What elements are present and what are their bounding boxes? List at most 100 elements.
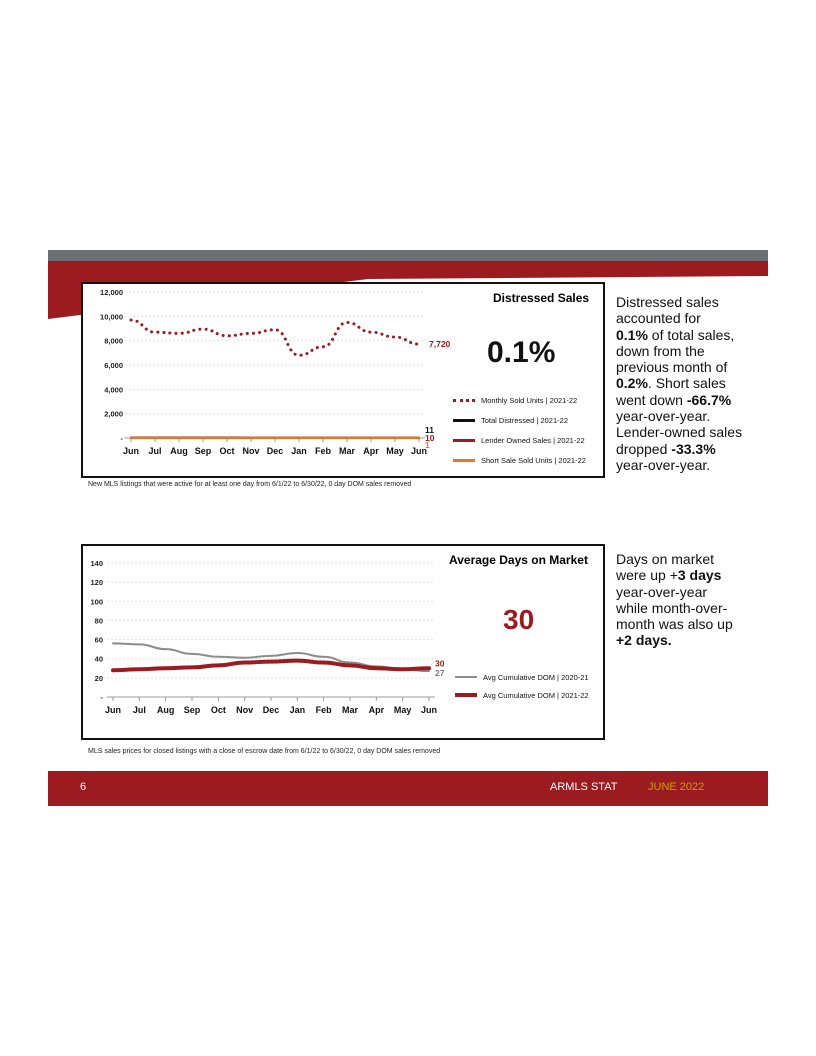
x-tick-label: Feb (315, 446, 332, 456)
data-label: 1 (425, 440, 430, 450)
x-tick-label: Jan (290, 705, 306, 715)
x-tick-label: Aug (170, 446, 188, 456)
summary-line: previous month of (616, 359, 728, 376)
headline-value: 0.1% (487, 336, 556, 369)
footer-date: JUNE 2022 (648, 781, 705, 793)
legend-item: Avg Cumulative DOM | 2021-22 (455, 685, 589, 705)
x-tick-label: Jun (411, 446, 427, 456)
x-tick-label: Dec (263, 705, 280, 715)
summary-line: month was also up (616, 616, 733, 633)
x-tick-label: Jun (123, 446, 139, 456)
data-label: 30 (435, 658, 445, 668)
legend-label: Monthly Sold Units | 2021-22 (481, 395, 578, 405)
legend-label: Short Sale Sold Units | 2021-22 (481, 455, 586, 465)
x-tick-label: Jun (105, 705, 121, 715)
y-tick-label: 10,000 (100, 312, 123, 321)
x-tick-label: Aug (157, 705, 175, 715)
distressed-source-note: New MLS listings that were active for at… (88, 481, 412, 488)
y-tick-label: 40 (95, 655, 103, 664)
y-tick-label: 60 (95, 636, 103, 645)
x-tick-label: Jun (421, 705, 437, 715)
summary-line: year-over-year (616, 583, 708, 600)
distressed-chart-panel: - 2,000 4,000 6,000 8,000 10,000 12,000 Jun Jul A… (81, 282, 605, 478)
x-tick-label: May (394, 705, 412, 715)
summary-text: of total sales, (647, 326, 735, 343)
x-tick-label: May (386, 446, 404, 456)
x-tick-label: Jan (291, 446, 307, 456)
summary-line: year-over-year. (616, 456, 711, 473)
dom-chart-panel: - 20 40 60 80 100 120 140 Jun Jul Aug Sep Oct Nov Dec J… (81, 544, 605, 740)
y-tick-label: 12,000 (100, 288, 123, 297)
y-tick-label: - (101, 693, 104, 702)
legend-label: Avg Cumulative DOM | 2021-22 (483, 690, 589, 700)
summary-line: +2 days. (616, 632, 756, 648)
y-tick-label: 8,000 (104, 337, 123, 346)
dom-source-note: MLS sales prices for closed listings wit… (88, 748, 441, 755)
y-tick-label: 2,000 (104, 410, 123, 419)
legend-item: Lender Owned Sales | 2021-22 (453, 430, 586, 450)
summary-bold: +2 days. (616, 632, 672, 649)
legend-item: Avg Cumulative DOM | 2020-21 (455, 667, 589, 687)
distressed-chart: - 2,000 4,000 6,000 8,000 10,000 12,000 Jun Jul A… (100, 288, 451, 456)
legend-item: Monthly Sold Units | 2021-22 (453, 390, 586, 410)
x-tick-label: Dec (267, 446, 284, 456)
data-label: 27 (435, 668, 445, 678)
chart-legend: Avg Cumulative DOM | 2020-21 Avg Cumulat… (455, 667, 589, 705)
summary-line: Distressed sales (616, 294, 719, 310)
y-tick-label: - (121, 434, 124, 443)
y-tick-label: 80 (95, 616, 103, 625)
chart-legend: Monthly Sold Units | 2021-22 Total Distr… (453, 390, 586, 470)
summary-bold: -66.7% (686, 391, 732, 408)
summary-text: . Short sales (647, 375, 726, 392)
y-tick-label: 100 (90, 597, 103, 606)
x-tick-label: Oct (211, 705, 226, 715)
y-tick-label: 20 (95, 674, 103, 683)
summary-line: while month-over- (616, 599, 728, 616)
header-red-band (48, 261, 768, 319)
summary-text: were up + (616, 567, 678, 584)
x-tick-label: Nov (236, 705, 253, 715)
summary-line: down from the (616, 342, 705, 359)
distressed-summary: Distressed sales accounted for 0.1% of t… (616, 294, 756, 473)
page-footer: 6 ARMLS STAT JUNE 2022 (48, 771, 768, 806)
data-label: 11 (425, 425, 434, 435)
page-number: 6 (80, 781, 87, 793)
y-tick-label: 140 (90, 559, 103, 568)
summary-line: year-over-year. (616, 408, 711, 425)
data-label: 7,720 (429, 339, 451, 349)
x-tick-label: Oct (219, 446, 234, 456)
footer-title: ARMLS STAT (550, 781, 618, 793)
summary-line: dropped -33.3% (616, 441, 756, 457)
x-tick-label: Jul (133, 705, 146, 715)
summary-bold: -33.3% (671, 440, 716, 457)
x-tick-label: Apr (363, 446, 379, 456)
summary-line: 0.1% of total sales, (616, 327, 756, 343)
chart-title: Distressed Sales (493, 291, 590, 305)
summary-line: Lender-owned sales (616, 424, 743, 441)
dom-chart: - 20 40 60 80 100 120 140 Jun Jul Aug Sep Oct Nov Dec J… (90, 559, 445, 715)
y-tick-label: 4,000 (104, 385, 123, 394)
headline-value: 30 (503, 604, 535, 635)
summary-line: 0.2%. Short sales (616, 375, 756, 391)
summary-text: went down (616, 391, 687, 408)
dom-summary: Days on market were up +3 days year-over… (616, 551, 756, 649)
summary-bold: 3 days (677, 567, 722, 584)
x-tick-label: Jul (148, 446, 161, 456)
summary-bold: 0.2% (616, 375, 648, 392)
summary-text: dropped (616, 440, 672, 457)
summary-line: were up +3 days (616, 567, 756, 583)
x-tick-label: Nov (242, 446, 259, 456)
series-line (129, 318, 421, 357)
x-tick-label: Feb (316, 705, 333, 715)
legend-item: Total Distressed | 2021-22 (453, 410, 586, 430)
x-tick-label: Mar (339, 446, 356, 456)
legend-label: Total Distressed | 2021-22 (481, 415, 568, 425)
y-tick-label: 6,000 (104, 361, 123, 370)
data-label: 10 (425, 433, 435, 443)
y-tick-label: 120 (90, 578, 103, 587)
x-tick-label: Sep (195, 446, 212, 456)
legend-label: Avg Cumulative DOM | 2020-21 (483, 672, 589, 682)
header-gray-band (48, 250, 768, 261)
summary-line: accounted for (616, 310, 701, 327)
legend-item: Short Sale Sold Units | 2021-22 (453, 450, 586, 470)
